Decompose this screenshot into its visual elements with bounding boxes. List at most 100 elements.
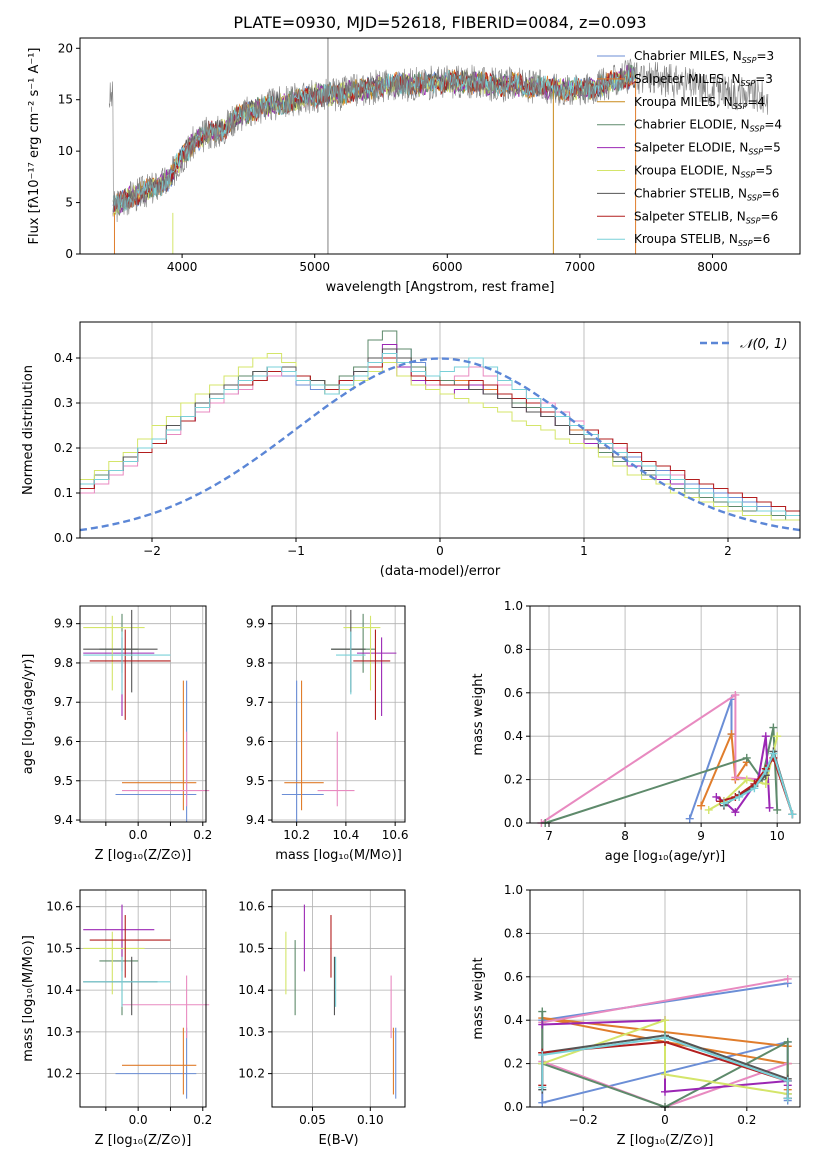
y-tick-label: 10 [58,144,73,158]
y-tick-label: 9.7 [54,695,73,709]
mass-vs-ebv-panel: 0.05 0.10 10.2 10.3 10.4 10.5 10.6 E(B-V) [238,889,406,1148]
spectrum-panel: 4000 5000 6000 7000 8000 0 5 10 15 20 wavelength [… [27,37,801,295]
x-tick-label: 8000 [697,260,728,274]
y-tick-label: 0.4 [504,1013,523,1027]
x-tick-label: 0.2 [193,1113,212,1127]
weight-point-marker [538,1098,547,1107]
y-tick-label: 9.4 [246,813,265,827]
weight-point-marker [788,810,797,819]
spectrum-legend: Chabrier MILES, NSSP=3 Salpeter MILES, NS… [597,49,782,248]
weight-point-marker [769,723,778,732]
y-tick-label: 9.9 [246,617,265,631]
weight-point-marker [661,1070,669,1079]
residuals-panel: −2 −1 0 1 2 0.0 0.1 0.2 0.3 0.4 (data-model)/error… [21,321,801,579]
y-tick-label: 0.6 [504,970,523,984]
weight-point-marker [783,1037,792,1046]
x-tick-label: 0.2 [737,1113,756,1127]
weight-point-marker [538,1050,547,1059]
y-tick-label: 0.2 [54,441,73,455]
mass-vs-z-panel: 0.0 0.2 10.2 10.3 10.4 10.5 10.6 Z [log₁₀(Z/Z⊙)… [21,889,212,1148]
y-axis-label: mass weight [471,957,486,1039]
y-axis-label: age [log₁₀(age/yr)] [21,654,36,775]
weight-point-marker [719,799,728,808]
weight-point-marker [742,775,751,784]
y-tick-label: 5 [65,196,73,210]
x-tick-label: 8 [621,829,629,843]
weight-point-marker [697,801,706,810]
weight-point-marker [712,792,721,801]
weight-point-marker [538,1083,547,1092]
normal-distribution-curve [79,357,801,532]
x-tick-label: 0 [436,544,444,558]
legend-entry: Kroupa ELODIE, NSSP=5 [634,164,773,180]
y-tick-label: 0.0 [504,816,523,830]
axes-frame [79,889,207,1108]
y-tick-label: 10.3 [46,1025,73,1039]
weight-point-marker [765,803,774,812]
weight-point-marker [742,753,751,762]
y-tick-label: 9.4 [54,813,73,827]
weight-point-marker [661,1087,669,1096]
legend-entry: Chabrier MILES, NSSP=3 [634,49,774,65]
x-tick-label: 7 [545,829,553,843]
x-tick-label: 0.10 [357,1113,384,1127]
weight-point-marker [661,1016,669,1025]
y-tick-label: 0.3 [54,396,73,410]
y-tick-label: 10.3 [238,1025,265,1039]
y-tick-label: 10.5 [46,941,73,955]
x-tick-label: −2 [143,544,161,558]
legend-entry: Salpeter ELODIE, NSSP=5 [634,141,781,157]
legend-entry: Kroupa MILES, NSSP=4 [634,95,765,111]
age-vs-z-panel: 0.0 0.2 9.4 9.5 9.6 9.7 9.8 9.9 Z [log₁₀(Z/Z⊙)] a… [21,605,212,863]
y-tick-label: 1.0 [504,599,523,613]
legend-entry: Chabrier ELODIE, NSSP=4 [634,118,782,134]
weight-series-line [723,750,794,815]
y-tick-label: 1.0 [504,883,523,897]
weight-point-marker [783,974,792,983]
legend-entry: Chabrier STELIB, NSSP=6 [634,186,779,202]
y-tick-label: 10.6 [238,900,265,914]
y-tick-label: 10.5 [238,941,265,955]
x-tick-label: 1 [580,544,588,558]
y-tick-label: 0.8 [504,642,523,656]
weight-point-marker [773,805,782,814]
spectrum-lines [108,38,769,254]
legend-entry: 𝒩(0, 1) [740,337,787,352]
y-tick-label: 0.2 [504,773,523,787]
y-tick-label: 15 [58,93,73,107]
weight-point-marker [750,784,759,793]
y-tick-label: 0.4 [504,729,523,743]
y-axis-label: mass [log₁₀(M/M⊙)] [21,935,36,1062]
legend-entry: Salpeter STELIB, NSSP=6 [634,209,778,225]
y-tick-label: 9.9 [54,617,73,631]
y-tick-label: 9.8 [246,656,265,670]
y-tick-label: 10.2 [46,1067,73,1081]
weight-point-marker [735,792,744,801]
y-tick-label: 10.4 [238,983,265,997]
x-axis-label: wavelength [Angstrom, rest frame] [326,280,555,295]
weight-point-marker [731,808,740,817]
x-axis-label: (data-model)/error [380,564,501,579]
x-tick-label: 4000 [167,260,198,274]
weight-series-line [544,727,779,824]
x-tick-label: −0.2 [569,1113,598,1127]
weight-point-marker [761,779,770,788]
y-tick-label: 0.0 [54,531,73,545]
y-tick-label: 0 [65,247,73,261]
x-tick-label: 7000 [565,260,596,274]
axes-frame [529,605,801,824]
weight-series-line [700,733,748,806]
y-tick-label: 0.1 [54,486,73,500]
x-tick-label: 10.4 [333,828,360,842]
y-axis-label: Flux [fλ10⁻¹⁷ erg cm⁻² s⁻¹ A⁻¹] [27,48,42,245]
weight-point-marker [704,805,713,814]
y-tick-label: 0.6 [504,686,523,700]
x-tick-label: 0.0 [129,1113,148,1127]
y-tick-label: 0.4 [54,351,73,365]
x-tick-label: 0.2 [193,828,212,842]
x-tick-label: 0.0 [129,828,148,842]
y-tick-label: 0.0 [504,1100,523,1114]
y-tick-label: 9.5 [246,774,265,788]
